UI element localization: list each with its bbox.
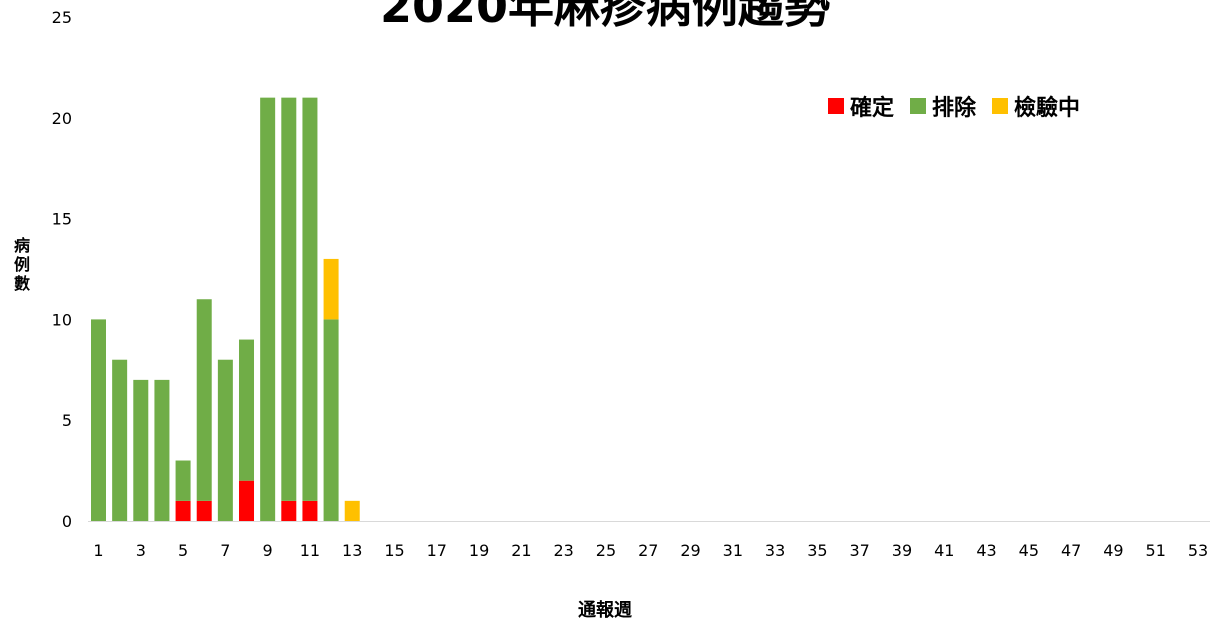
y-tick-label: 15 [52,210,72,229]
x-tick-label: 21 [511,541,531,560]
bar-segment [175,500,191,521]
y-tick-label: 25 [52,8,72,27]
x-tick-label: 13 [342,541,362,560]
legend-item-confirmed: 確定 [828,90,894,122]
bar-segment [302,97,318,501]
bar-segment [323,258,339,320]
legend-item-testing: 檢驗中 [992,90,1080,122]
bar-segment [112,359,128,521]
x-tick-label: 15 [384,541,404,560]
bar-segment [91,319,106,521]
y-tick-label: 20 [52,109,72,128]
x-tick-label: 41 [934,541,954,560]
bar-segment [196,299,212,501]
x-tick-label: 51 [1146,541,1166,560]
x-tick-label: 43 [976,541,996,560]
bar-segment [154,379,170,521]
x-tick-label: 11 [300,541,320,560]
legend-label-excluded: 排除 [932,96,977,121]
y-tick-label: 10 [52,310,72,329]
y-tick-label: 5 [62,411,72,430]
bar-segment [239,480,255,521]
legend-swatch-testing [992,98,1009,114]
x-tick-label: 35 [807,541,827,560]
x-tick-label: 37 [850,541,870,560]
bar-segment [281,500,297,521]
bar-segment [260,97,276,521]
x-tick-label: 27 [638,541,658,560]
x-tick-label: 25 [596,541,616,560]
bar-segment [344,500,360,521]
bar-segment [281,97,297,501]
bar-segment [217,359,233,521]
x-tick-label: 45 [1019,541,1039,560]
y-tick-label: 0 [62,512,72,531]
x-axis-label: 通報週 [578,600,632,621]
x-tick-label: 23 [553,541,573,560]
x-tick-label: 7 [220,541,230,560]
x-tick-label: 31 [723,541,743,560]
bar-segment [302,500,318,521]
x-tick-label: 53 [1188,541,1208,560]
x-tick-label: 19 [469,541,489,560]
bar-segment [196,500,212,521]
legend-swatch-confirmed [828,98,844,114]
x-tick-label: 1 [93,541,103,560]
x-tick-label: 3 [136,541,146,560]
x-tick-label: 9 [263,541,273,560]
x-tick-label: 39 [892,541,912,560]
legend-swatch-excluded [910,98,927,114]
bar-segment [323,319,339,521]
legend-label-confirmed: 確定 [850,96,895,121]
chart-title: 2020年麻疹病例趨勢 [379,0,831,33]
x-tick-label: 5 [178,541,188,560]
legend: 確定 排除 檢驗中 [828,90,1096,122]
bar-segment [239,339,255,481]
x-tick-label: 17 [427,541,447,560]
x-tick-label: 49 [1103,541,1123,560]
legend-label-testing: 檢驗中 [1014,96,1081,121]
x-tick-label: 33 [765,541,785,560]
y-axis-label: 病例數 [13,236,30,293]
bar-segment [175,460,191,501]
legend-item-excluded: 排除 [910,90,976,122]
x-tick-label: 47 [1061,541,1081,560]
bar-segment [133,379,149,521]
x-tick-label: 29 [680,541,700,560]
